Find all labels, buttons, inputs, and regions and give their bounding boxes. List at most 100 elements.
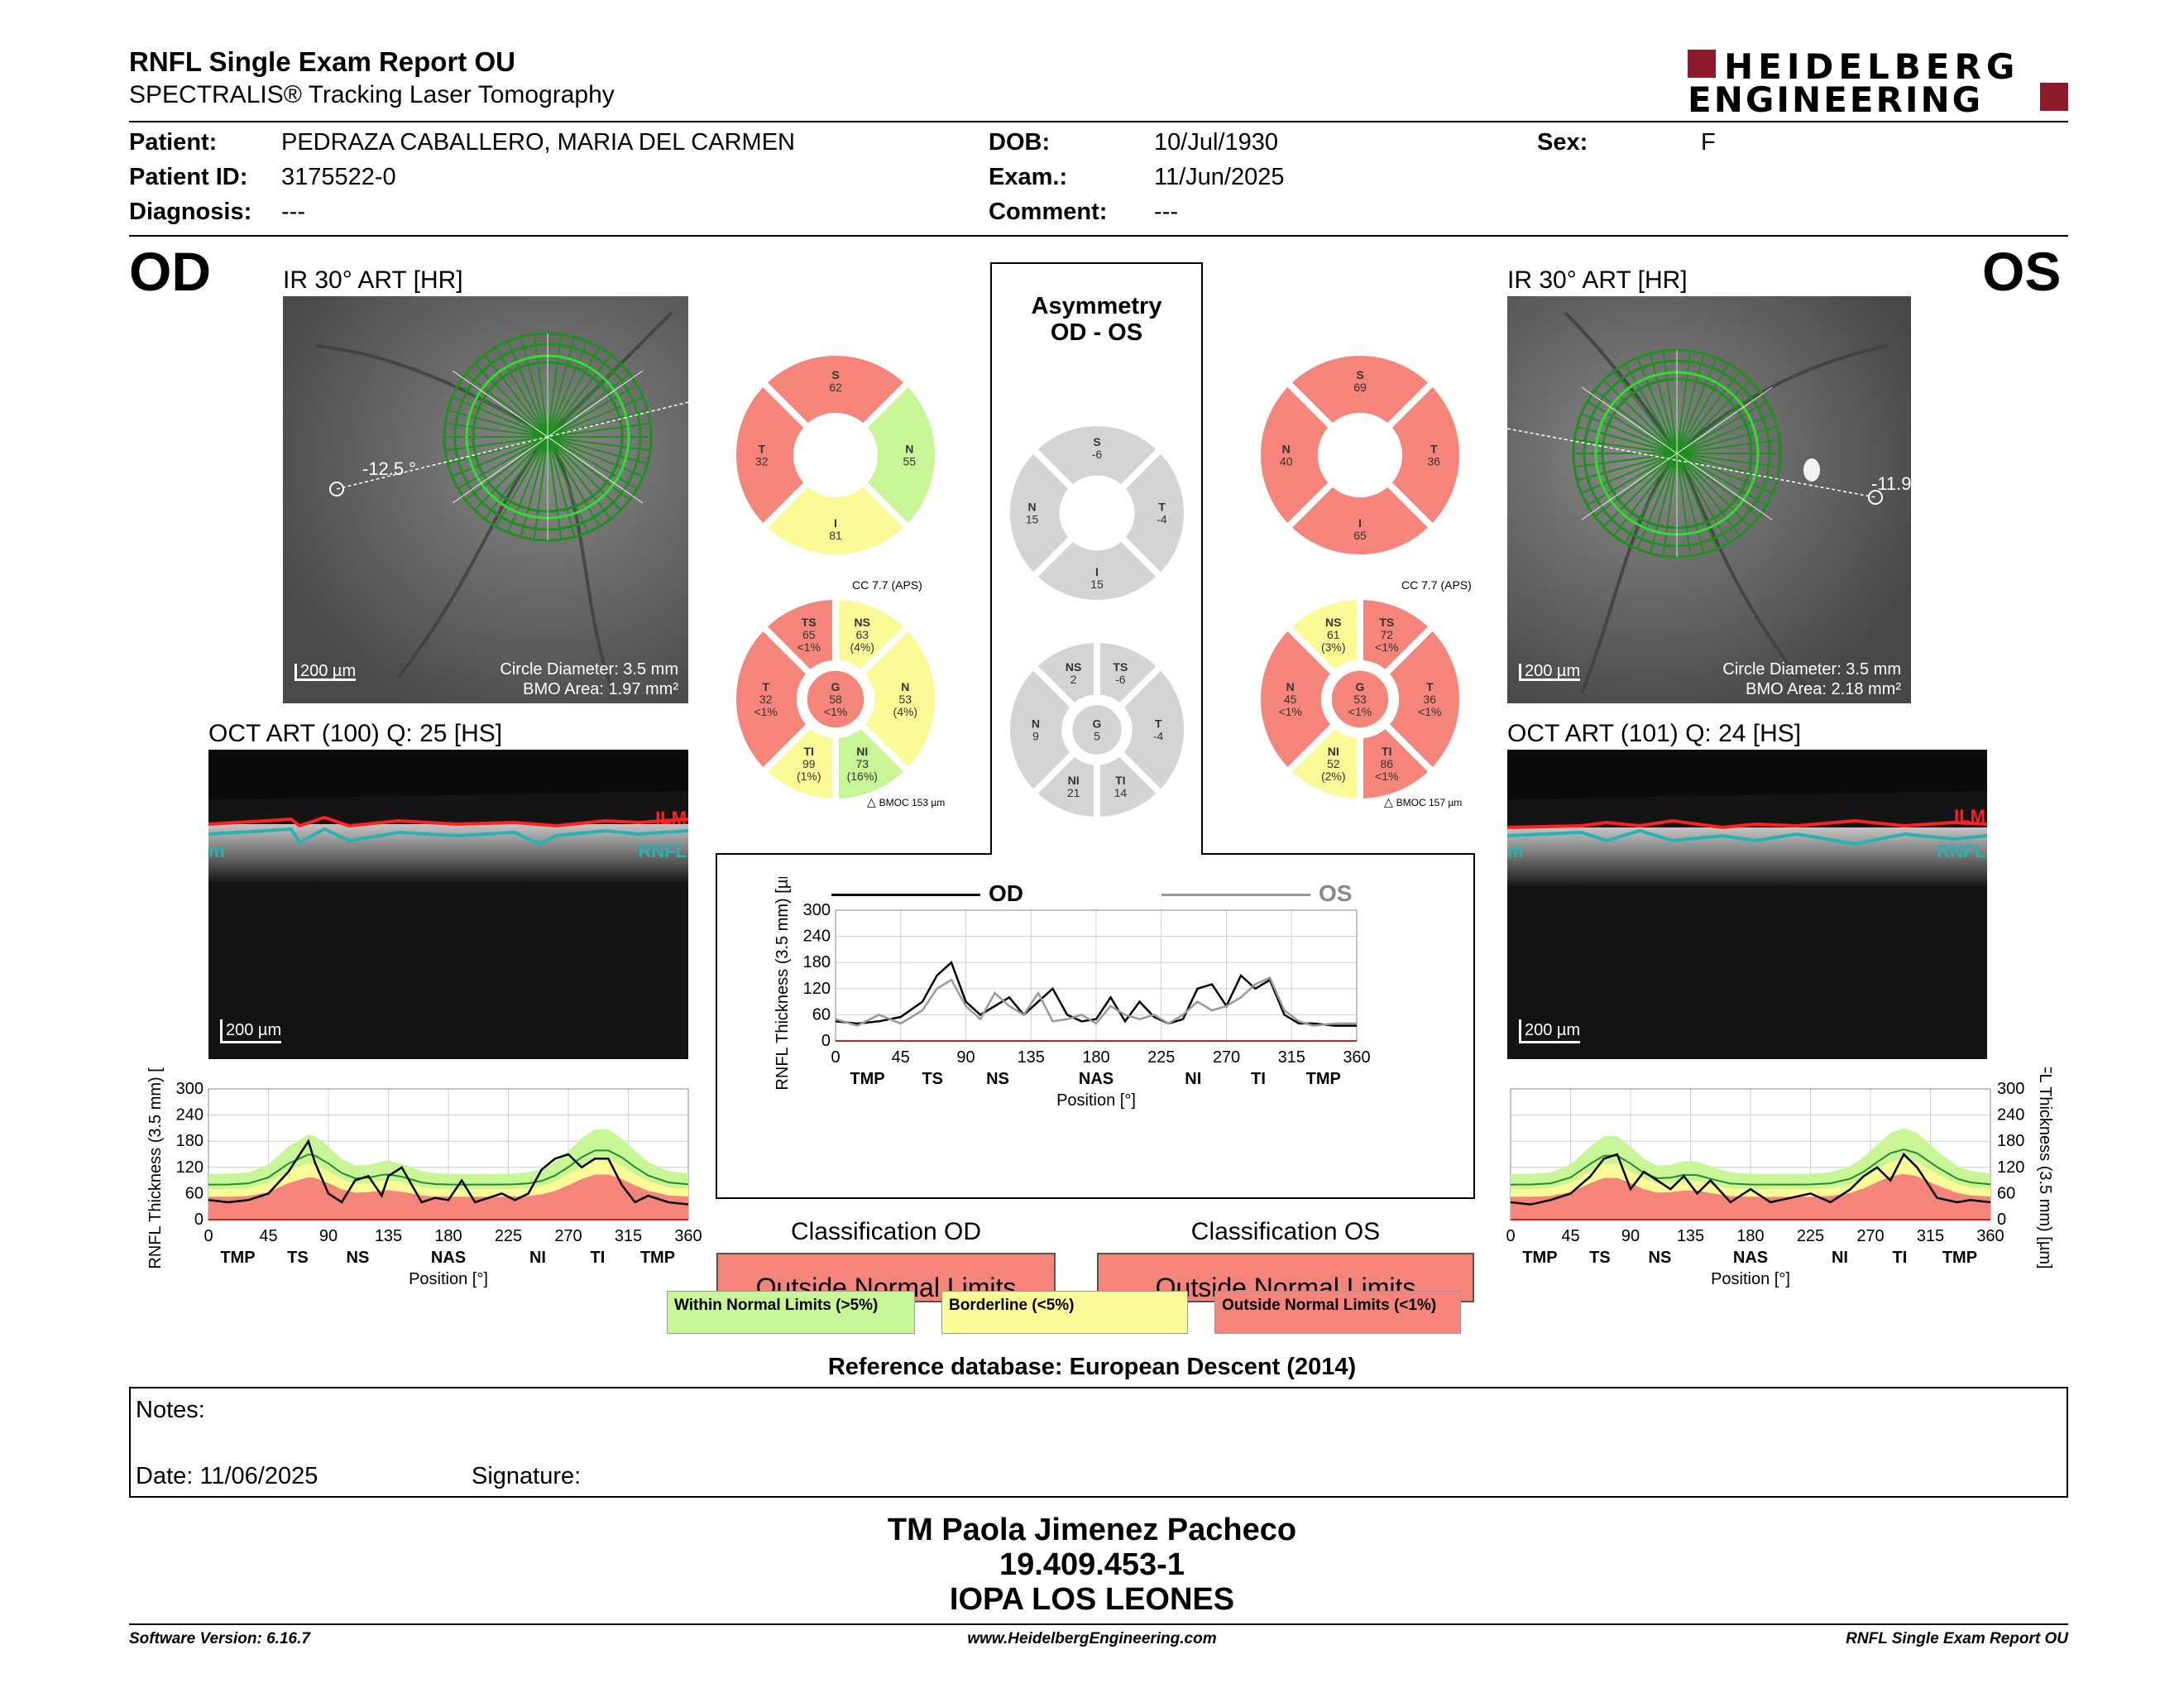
od-pie-4-N-label: N [905, 443, 913, 456]
os-pie-6-G-label: G [1356, 680, 1365, 693]
patient-id-label: Patient ID: [129, 164, 248, 190]
asym-pie-4-T-label: -4 [1157, 513, 1167, 526]
x-tick-label: 135 [1677, 1227, 1704, 1245]
y-tick-label: 300 [803, 901, 831, 919]
patient-name: PEDRAZA CABALLERO, MARIA DEL CARMEN [281, 129, 795, 156]
patient-rule [129, 235, 2068, 237]
od-thickness-line [835, 961, 1357, 1027]
x-tick-label: 360 [1343, 1048, 1370, 1067]
y-tick-label: 60 [812, 1005, 831, 1024]
normative-mean-line [1510, 1149, 1991, 1186]
comment-label: Comment: [989, 199, 1108, 225]
x-tick-label: 270 [554, 1227, 582, 1245]
od-ilm-label: ILM [655, 808, 687, 828]
os-thickness-line [835, 976, 1357, 1027]
os-pie-4-I-label: I [1358, 516, 1362, 530]
od-pie-4-S-label: S [831, 368, 839, 381]
sector-label: TS [922, 1070, 943, 1088]
od-pie-4-S-label: 62 [829, 381, 842, 394]
od-oct-title: OCT ART (100) Q: 25 [HS] [208, 720, 503, 747]
os-eye-label: OS [1982, 241, 2062, 302]
asym-legend-od: OD [831, 880, 1023, 907]
logo-line2: ENGINEERING [1688, 79, 1984, 120]
os-pie-6-NS-label: 61 [1327, 628, 1340, 641]
signer-name: TM Paola Jimenez Pacheco [887, 1513, 1297, 1547]
x-tick-label: 225 [1147, 1048, 1175, 1067]
x-tick-label: 225 [495, 1227, 522, 1245]
asym-pie-4-I-label: 15 [1090, 578, 1104, 591]
diagnosis-label: Diagnosis: [129, 199, 252, 225]
asym-pie-6-TI-label: TI [1115, 774, 1125, 787]
sector-label: NAS [431, 1249, 466, 1267]
od-pie-6-NI-label: NI [856, 745, 868, 758]
asym-pie-6-N-sector [1003, 661, 1080, 798]
os-pie-6-T-label: T [1426, 680, 1434, 693]
notes-date: Date: 11/06/2025 [136, 1463, 318, 1489]
report-title: RNFL Single Exam Report OU [129, 46, 515, 77]
y-tick-label: 120 [803, 980, 831, 998]
os-cc-label: CC 7.7 (APS) [1401, 578, 1472, 592]
y-tick-label: 120 [1997, 1158, 2024, 1177]
od-circle-diameter: Circle Diameter: 3.5 mm [500, 660, 678, 679]
signer-org: IOPA LOS LEONES [949, 1582, 1235, 1617]
asym-pie-4-S-label: -6 [1092, 448, 1103, 461]
asym-pie-6-TS-label: TS [1113, 660, 1128, 674]
y-tick-label: 0 [821, 1032, 831, 1050]
os-pie-4: S69 T36 I65 N40 [1254, 349, 1466, 561]
od-bmo-area: BMO Area: 1.97 mm² [523, 680, 678, 698]
patient-label: Patient: [129, 129, 218, 156]
asym-pie-6-NS-label: 2 [1070, 673, 1077, 686]
os-pie-6-TI-label: 86 [1380, 757, 1393, 770]
sector-label: NS [1649, 1249, 1672, 1267]
os-pie-6-NI-label: (2%) [1321, 770, 1346, 783]
asym-pie-4-S-label: S [1093, 435, 1100, 448]
od-pie-6-T-label: T [762, 680, 769, 693]
os-pie-6-N-sector [1254, 621, 1340, 777]
x-tick-label: 135 [1018, 1048, 1045, 1067]
od-pie-6: TS65<1%NS63(4%)N53(4%)NI73(16%)TI99(1%)T… [730, 592, 941, 806]
x-tick-label: 360 [1976, 1227, 2004, 1245]
os-pie-6-NI-label: NI [1328, 745, 1339, 758]
od-pie-6-NS-label: NS [855, 616, 870, 629]
od-pie-6-T-label: 32 [759, 693, 773, 706]
od-pie-6-NS-label: 63 [855, 628, 869, 641]
sex-value: F [1701, 129, 1716, 156]
report-subtitle: SPECTRALIS® Tracking Laser Tomography [129, 81, 615, 108]
od-pie-6-N-label: N [901, 680, 909, 693]
os-pie-4-S-label: 69 [1353, 381, 1367, 394]
y-axis-label: RNFL Thickness (3.5 mm) [µm] [146, 1067, 165, 1269]
footer-report-name: RNFL Single Exam Report OU [1846, 1630, 2068, 1647]
asym-pie-4-I-label: I [1095, 565, 1099, 578]
od-rnfl-edge-label: m [208, 841, 225, 861]
os-pie-6-TS-label: <1% [1375, 640, 1398, 654]
y-tick-label: 300 [1997, 1080, 2024, 1098]
os-pie-6-TI-label: <1% [1375, 770, 1398, 783]
od-angle-label: -12.5 ° [362, 458, 417, 479]
os-pie-4-S-label: S [1356, 368, 1363, 381]
asym-pie-6-TI-label: 14 [1114, 786, 1128, 799]
os-pie-4-T-label: T [1430, 443, 1438, 456]
od-pie-4-I-label: 81 [829, 529, 842, 542]
od-scale-bar: 200 µm [295, 663, 357, 681]
os-oct-title: OCT ART (101) Q: 24 [HS] [1507, 720, 1802, 747]
legend-outside: Outside Normal Limits (<1%) [1214, 1291, 1461, 1334]
y-tick-label: 300 [176, 1080, 204, 1098]
normative-band [208, 1174, 688, 1220]
y-axis-label: RNFL Thickness (3.5 mm) [µm] [2036, 1067, 2054, 1269]
od-cc-label: CC 7.7 (APS) [852, 578, 922, 592]
website-link[interactable]: www.HeidelbergEngineering.com [967, 1630, 1217, 1647]
signer-id: 19.409.453-1 [999, 1547, 1185, 1582]
x-tick-label: 45 [892, 1048, 910, 1067]
od-eye-label: OD [129, 241, 211, 302]
os-pie-6-G-label: <1% [1348, 705, 1372, 718]
sector-label: TMP [850, 1070, 884, 1088]
os-oct-scale: 200 µm [1519, 1019, 1581, 1043]
sector-label: TMP [220, 1249, 255, 1267]
asymmetry-title-line1: Asymmetry [1031, 293, 1162, 319]
os-rnfl-label: RNFL [1937, 841, 1985, 861]
logo-line1: HEIDELBERG [1724, 46, 2020, 87]
sector-label: NS [986, 1070, 1009, 1088]
os-pie-6-N-label: 45 [1284, 693, 1297, 706]
notes-box[interactable]: Notes: Date: 11/06/2025 Signature: [129, 1387, 2068, 1498]
